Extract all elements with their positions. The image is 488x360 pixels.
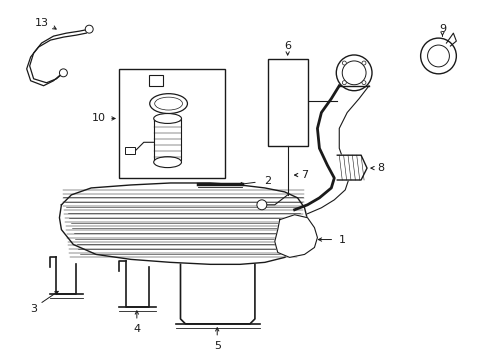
Text: 4: 4 [133,324,140,334]
Circle shape [342,61,346,65]
Circle shape [336,55,371,91]
Text: 3: 3 [30,304,37,314]
Circle shape [361,81,365,85]
Text: 10: 10 [92,113,106,123]
Circle shape [420,38,455,74]
Text: 9: 9 [438,24,445,34]
Text: 12: 12 [174,75,187,85]
Text: 7: 7 [301,170,308,180]
Bar [124,147,135,154]
Polygon shape [60,183,307,264]
Polygon shape [337,155,366,180]
Text: 14: 14 [210,99,223,109]
Bar [267,59,307,146]
Bar [119,69,224,178]
Bar [148,75,163,86]
Circle shape [60,69,67,77]
Ellipse shape [149,94,187,113]
Text: 5: 5 [213,341,220,351]
Text: 6: 6 [284,41,290,51]
Circle shape [342,61,366,85]
Circle shape [342,81,346,85]
Text: 2: 2 [264,176,270,186]
Circle shape [85,25,93,33]
Ellipse shape [153,113,181,123]
Text: 11: 11 [124,165,137,175]
Text: 13: 13 [35,18,48,28]
Ellipse shape [153,157,181,168]
Text: 8: 8 [376,163,383,173]
Polygon shape [274,215,317,257]
Circle shape [361,61,365,65]
Text: 1: 1 [339,234,346,244]
Circle shape [427,45,448,67]
Bar [153,118,181,160]
Circle shape [256,200,266,210]
Ellipse shape [154,97,182,110]
